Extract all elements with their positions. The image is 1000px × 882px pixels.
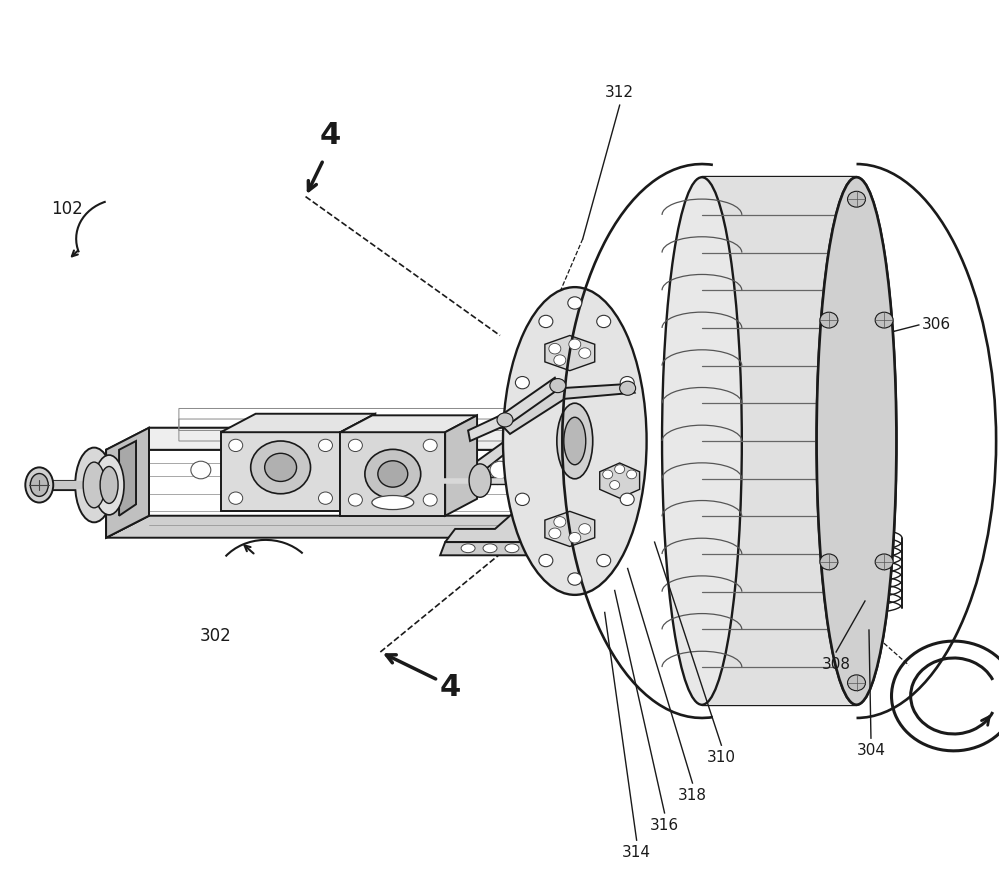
Text: 316: 316 — [650, 818, 679, 833]
Polygon shape — [340, 432, 445, 516]
Ellipse shape — [662, 177, 742, 705]
Ellipse shape — [100, 467, 118, 504]
Text: 308: 308 — [822, 657, 851, 672]
Polygon shape — [468, 377, 560, 441]
Polygon shape — [600, 463, 640, 498]
Polygon shape — [445, 415, 477, 516]
Circle shape — [610, 481, 620, 490]
Polygon shape — [340, 414, 375, 512]
Circle shape — [597, 315, 611, 327]
Circle shape — [550, 378, 566, 392]
Text: 102: 102 — [51, 200, 83, 218]
Ellipse shape — [505, 544, 519, 553]
Circle shape — [875, 312, 893, 328]
Circle shape — [191, 461, 211, 479]
Text: 306: 306 — [922, 318, 951, 333]
Circle shape — [365, 449, 421, 498]
Circle shape — [229, 439, 243, 452]
Circle shape — [568, 297, 582, 309]
Polygon shape — [450, 441, 600, 490]
Ellipse shape — [461, 544, 475, 553]
Circle shape — [620, 377, 634, 389]
Ellipse shape — [30, 474, 48, 497]
Circle shape — [549, 343, 561, 354]
Text: 314: 314 — [622, 845, 651, 860]
Circle shape — [229, 492, 243, 505]
Circle shape — [490, 461, 510, 479]
Ellipse shape — [372, 496, 414, 510]
Circle shape — [615, 465, 625, 474]
Circle shape — [265, 453, 297, 482]
Circle shape — [620, 381, 636, 395]
Text: 4: 4 — [440, 673, 461, 702]
Circle shape — [579, 524, 591, 534]
Polygon shape — [221, 414, 375, 432]
Polygon shape — [149, 428, 618, 450]
Ellipse shape — [564, 417, 586, 465]
Polygon shape — [106, 428, 618, 450]
Circle shape — [875, 554, 893, 570]
Circle shape — [348, 439, 362, 452]
Polygon shape — [106, 516, 618, 538]
Circle shape — [579, 348, 591, 358]
Circle shape — [568, 573, 582, 585]
Polygon shape — [106, 428, 149, 538]
Circle shape — [569, 533, 581, 543]
Circle shape — [820, 312, 838, 328]
Circle shape — [319, 439, 332, 452]
Ellipse shape — [25, 467, 53, 503]
Ellipse shape — [94, 455, 124, 515]
Polygon shape — [702, 177, 857, 705]
Circle shape — [554, 355, 566, 365]
Circle shape — [539, 315, 553, 327]
Polygon shape — [500, 384, 635, 434]
Circle shape — [515, 493, 529, 505]
Circle shape — [319, 492, 332, 505]
Circle shape — [251, 441, 311, 494]
Ellipse shape — [469, 464, 491, 497]
Circle shape — [348, 494, 362, 506]
Polygon shape — [340, 415, 477, 432]
Text: 310: 310 — [707, 750, 736, 765]
Polygon shape — [221, 432, 340, 512]
Polygon shape — [119, 441, 136, 516]
Ellipse shape — [817, 177, 896, 705]
Circle shape — [554, 517, 566, 527]
Text: 4: 4 — [320, 121, 341, 150]
Circle shape — [603, 470, 613, 479]
Circle shape — [291, 461, 311, 479]
Circle shape — [539, 555, 553, 567]
Ellipse shape — [817, 177, 896, 705]
Ellipse shape — [503, 288, 647, 594]
Polygon shape — [545, 512, 595, 547]
Polygon shape — [445, 490, 590, 542]
Polygon shape — [440, 542, 595, 556]
Circle shape — [620, 493, 634, 505]
Text: 318: 318 — [678, 788, 707, 803]
Ellipse shape — [75, 447, 113, 522]
Circle shape — [597, 555, 611, 567]
Circle shape — [820, 554, 838, 570]
Text: 302: 302 — [200, 627, 232, 646]
Text: 312: 312 — [605, 86, 634, 101]
Ellipse shape — [549, 544, 563, 553]
Circle shape — [497, 413, 513, 427]
Circle shape — [848, 675, 865, 691]
Ellipse shape — [527, 544, 541, 553]
Polygon shape — [545, 335, 595, 370]
Circle shape — [627, 470, 637, 479]
Circle shape — [848, 191, 865, 207]
Circle shape — [378, 460, 408, 487]
Circle shape — [390, 461, 410, 479]
Circle shape — [549, 528, 561, 539]
Ellipse shape — [83, 462, 105, 508]
Circle shape — [569, 339, 581, 349]
Polygon shape — [106, 450, 149, 538]
Text: 304: 304 — [856, 743, 885, 758]
Circle shape — [423, 494, 437, 506]
Circle shape — [423, 439, 437, 452]
Ellipse shape — [557, 403, 593, 479]
Ellipse shape — [483, 544, 497, 553]
Circle shape — [515, 377, 529, 389]
